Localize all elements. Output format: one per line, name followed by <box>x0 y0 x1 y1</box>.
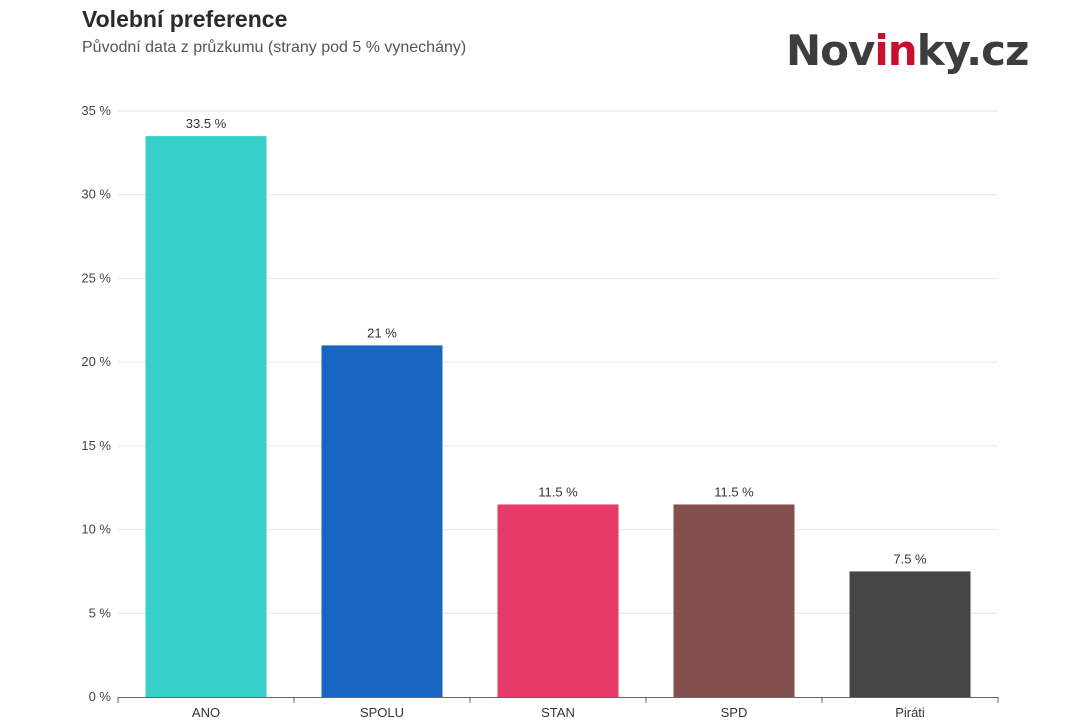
bar-spd <box>673 504 795 697</box>
novinky-logo: Novinky.cz <box>786 26 1030 75</box>
bar-spolu <box>321 345 443 697</box>
y-tick-label: 20 % <box>81 354 111 369</box>
data-label: 11.5 % <box>538 484 578 499</box>
x-tick-label: ANO <box>192 705 220 720</box>
y-tick-label: 15 % <box>81 438 111 453</box>
y-tick-label: 25 % <box>81 270 111 285</box>
bars: 33.5 % 21 % 11.5 % 11.5 % 7.5 % <box>145 116 971 698</box>
data-label: 7.5 % <box>893 551 927 566</box>
bar-stan <box>497 504 619 697</box>
bar-piráti <box>849 571 971 697</box>
chart-title: Volební preference <box>82 6 288 32</box>
data-label: 33.5 % <box>186 116 227 131</box>
x-axis: ANO SPOLU STAN SPD Piráti <box>117 697 999 720</box>
logo-text-end: ky.cz <box>916 26 1030 75</box>
y-tick-label: 35 % <box>81 103 111 118</box>
data-label: 21 % <box>367 325 397 340</box>
x-tick-label: STAN <box>541 705 575 720</box>
logo-text-accent: in <box>874 26 917 75</box>
x-tick-label: Piráti <box>895 705 925 720</box>
y-axis: 0 % 5 % 10 % 15 % 20 % 25 % 30 % 35 % <box>81 103 111 704</box>
bar-ano <box>145 136 267 698</box>
y-tick-label: 30 % <box>81 187 111 202</box>
x-tick-label: SPD <box>721 705 748 720</box>
x-tick-label: SPOLU <box>360 705 404 720</box>
logo-text-start: Nov <box>786 26 875 75</box>
y-tick-label: 10 % <box>81 522 111 537</box>
data-label: 11.5 % <box>714 484 754 499</box>
y-tick-label: 0 % <box>89 689 112 704</box>
chart-subtitle: Původní data z průzkumu (strany pod 5 % … <box>82 39 467 56</box>
y-tick-label: 5 % <box>89 605 112 620</box>
